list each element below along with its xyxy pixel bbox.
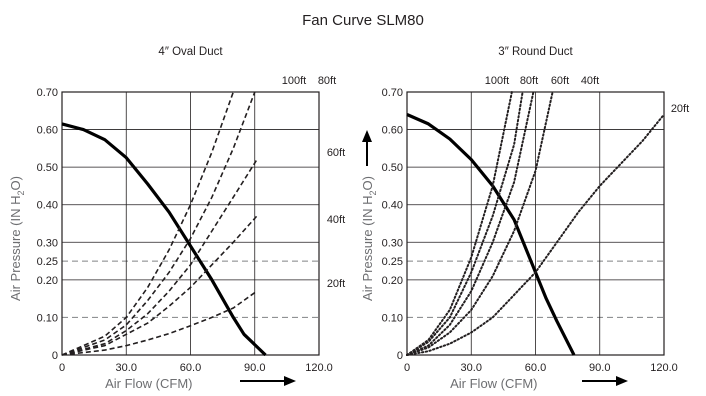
duct-curve-100ft xyxy=(407,92,512,355)
duct-curve-20ft xyxy=(407,115,664,356)
y-tick-label: 0.70 xyxy=(37,87,58,99)
x-tick-label: 0 xyxy=(404,362,410,374)
duct-curve-40ft xyxy=(407,92,553,355)
plot-frame xyxy=(61,91,320,356)
y-tick-label: 0.25 xyxy=(37,256,58,268)
duct-curve-60ft xyxy=(407,92,533,355)
x-tick-label: 30.0 xyxy=(461,362,482,374)
y-tick-label: 0.20 xyxy=(37,275,58,287)
y-axis-label: Air Pressure (IN H2O) xyxy=(360,176,378,301)
y-tick-label: 0.60 xyxy=(37,125,58,137)
duct-curve-80ft xyxy=(62,92,255,355)
y-tick-label: 0.10 xyxy=(37,312,58,324)
duct-curve-20ft xyxy=(62,291,257,355)
y-tick-label: 0.30 xyxy=(382,237,403,249)
fan-curve-line xyxy=(62,124,266,355)
x-axis-label: Air Flow (CFM) xyxy=(105,376,192,391)
x-tick-label: 120.0 xyxy=(650,362,678,374)
curve-label-80ft: 80ft xyxy=(318,75,336,87)
y-tick-label: 0.30 xyxy=(37,237,58,249)
curve-label-40ft: 40ft xyxy=(327,214,345,226)
duct-curve-80ft xyxy=(407,92,523,355)
chart-subtitle: 4″ Oval Duct xyxy=(158,46,223,58)
x-axis-arrow-head xyxy=(616,376,628,386)
y-tick-label: 0 xyxy=(52,350,58,362)
y-tick-label: 0 xyxy=(397,350,403,362)
figure-title: Fan Curve SLM80 xyxy=(302,12,424,29)
y-tick-label: 0.10 xyxy=(382,312,403,324)
plot-frame xyxy=(406,91,665,356)
y-tick-label: 0.40 xyxy=(37,200,58,212)
curve-label-100ft: 100ft xyxy=(485,75,509,87)
y-axis-label: Air Pressure (IN H2O) xyxy=(8,176,26,301)
x-tick-label: 30.0 xyxy=(116,362,137,374)
y-tick-label: 0.50 xyxy=(382,162,403,174)
duct-curve-100ft xyxy=(62,92,233,355)
chart-subtitle: 3″ Round Duct xyxy=(498,46,573,58)
y-tick-label: 0.70 xyxy=(382,87,403,99)
x-axis-label: Air Flow (CFM) xyxy=(450,376,537,391)
y-tick-label: 0.25 xyxy=(382,256,403,268)
chart-panel-1: 4″ Oval Duct 0 0.10 0.20 0.25 0.30 0.40 0.50 0.6… xyxy=(8,46,345,391)
y-tick-label: 0.50 xyxy=(37,162,58,174)
duct-curve-40ft xyxy=(62,216,257,355)
x-tick-label: 90.0 xyxy=(589,362,610,374)
y-tick-label: 0.20 xyxy=(382,275,403,287)
curve-label-100ft: 100ft xyxy=(282,75,306,87)
chart-panel-2: 3″ Round Duct 0 0.10 0.20 0.25 0.30 0.40 0.50 0.… xyxy=(360,46,689,391)
x-tick-label: 60.0 xyxy=(180,362,201,374)
y-tick-label: 0.60 xyxy=(382,125,403,137)
y-axis-arrow-head xyxy=(362,130,372,142)
x-tick-label: 90.0 xyxy=(244,362,265,374)
curve-label-60ft: 60ft xyxy=(551,75,569,87)
curve-label-40ft: 40ft xyxy=(581,75,599,87)
x-tick-label: 0 xyxy=(59,362,65,374)
curve-label-80ft: 80ft xyxy=(520,75,538,87)
x-tick-label: 120.0 xyxy=(305,362,333,374)
y-tick-label: 0.40 xyxy=(382,200,403,212)
curve-label-20ft: 20ft xyxy=(671,103,689,115)
x-tick-label: 60.0 xyxy=(525,362,546,374)
fan-curve-line xyxy=(407,115,574,356)
curve-label-20ft: 20ft xyxy=(327,278,345,290)
x-axis-arrow-head xyxy=(284,376,296,386)
duct-curve-60ft xyxy=(62,160,257,355)
curve-label-60ft: 60ft xyxy=(327,147,345,159)
